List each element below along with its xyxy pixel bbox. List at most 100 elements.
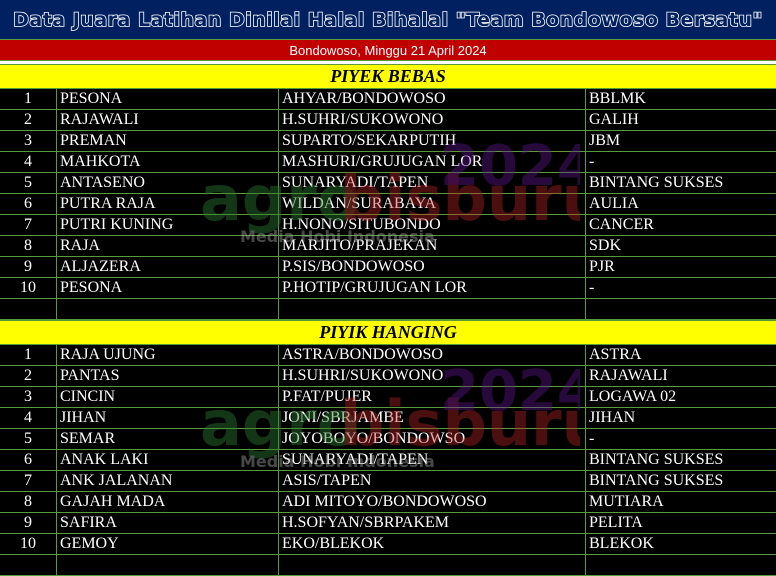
rank-cell: 9: [0, 257, 57, 277]
rank-cell: 4: [0, 152, 57, 172]
empty-cell: [279, 299, 586, 319]
owner-cell: H.NONO/SITUBONDO: [279, 215, 586, 235]
empty-cell: [57, 299, 279, 319]
rank-cell: 1: [0, 345, 57, 365]
table-row: 3 CINCIN P.FAT/PUJER LOGAWA 02: [0, 387, 776, 408]
team-cell: PELITA: [589, 514, 643, 531]
team-cell: BBLMK: [589, 90, 646, 107]
rank-cell: 6: [0, 194, 57, 214]
rank-cell: 10: [0, 278, 57, 298]
rank-cell: 5: [0, 429, 57, 449]
rank-cell: 5: [0, 173, 57, 193]
rank-cell: 8: [0, 236, 57, 256]
team-cell: -: [589, 153, 595, 170]
owner-cell: SUPARTO/SEKARPUTIH: [279, 131, 586, 151]
team-cell: JIHAN: [589, 409, 636, 426]
bird-name-cell: RAJAWALI: [57, 110, 279, 130]
table-row: 1 PESONA AHYAR/BONDOWOSO BBLMK: [0, 89, 776, 110]
team-cell: AULIA: [589, 195, 639, 212]
table-row: 6 ANAK LAKI SUNARYADI/TAPEN BINTANG SUKSES: [0, 450, 776, 471]
owner-cell: H.SUHRI/SUKOWONO: [279, 110, 586, 130]
rank-cell: 2: [0, 110, 57, 130]
owner-cell: SUNARYADI/TAPEN: [279, 450, 586, 470]
team-cell: -: [589, 430, 595, 447]
team-cell: ASTRA: [589, 346, 642, 363]
owner-cell: H.SUHRI/SUKOWONO: [279, 366, 586, 386]
table-row: 10 PESONA P.HOTIP/GRUJUGAN LOR -: [0, 278, 776, 299]
table-row: 5 SEMAR JOYOBOYO/BONDOWSO -: [0, 429, 776, 450]
table-row: 6 PUTRA RAJA WILDAN/SURABAYA AULIA: [0, 194, 776, 215]
rank-cell: 7: [0, 215, 57, 235]
rank-cell: 9: [0, 513, 57, 533]
table-row: 9 ALJAZERA P.SIS/BONDOWOSO PJR: [0, 257, 776, 278]
bird-name-cell: JIHAN: [57, 408, 279, 428]
owner-cell: P.HOTIP/GRUJUGAN LOR: [279, 278, 586, 298]
empty-row: [0, 299, 776, 320]
owner-cell: P.SIS/BONDOWOSO: [279, 257, 586, 277]
results-tables: PIYEK BEBAS 1 PESONA AHYAR/BONDOWOSO BBLMK 2 R…: [0, 64, 776, 576]
table-row: 8 GAJAH MADA ADI MITOYO/BONDOWOSO MUTIARA: [0, 492, 776, 513]
bird-name-cell: MAHKOTA: [57, 152, 279, 172]
table-row: 2 PANTAS H.SUHRI/SUKOWONO RAJAWALI: [0, 366, 776, 387]
rank-cell: 7: [0, 471, 57, 491]
bird-name-cell: RAJA UJUNG: [57, 345, 279, 365]
rank-cell: 1: [0, 89, 57, 109]
bird-name-cell: PESONA: [57, 89, 279, 109]
bird-name-cell: ANTASENO: [57, 173, 279, 193]
team-cell: MUTIARA: [589, 493, 664, 510]
team-cell: BINTANG SUKSES: [589, 472, 724, 489]
rank-cell: 4: [0, 408, 57, 428]
bird-name-cell: PREMAN: [57, 131, 279, 151]
section-header: PIYIK HANGING: [0, 320, 776, 345]
rank-cell: 3: [0, 131, 57, 151]
team-cell: BINTANG SUKSES: [589, 174, 724, 191]
empty-cell: [57, 555, 279, 575]
team-cell: PJR: [589, 258, 615, 275]
rank-cell: 8: [0, 492, 57, 512]
rank-cell: 10: [0, 534, 57, 554]
team-cell: JBM: [589, 132, 621, 149]
owner-cell: EKO/BLEKOK: [279, 534, 586, 554]
team-cell: GALIH: [589, 111, 639, 128]
table-row: 1 RAJA UJUNG ASTRA/BONDOWOSO ASTRA: [0, 345, 776, 366]
owner-cell: WILDAN/SURABAYA: [279, 194, 586, 214]
table-row: 8 RAJA MARJITO/PRAJEKAN SDK: [0, 236, 776, 257]
empty-cell: [279, 555, 586, 575]
empty-row: [0, 555, 776, 576]
table-row: 4 MAHKOTA MASHURI/GRUJUGAN LOR -: [0, 152, 776, 173]
owner-cell: P.FAT/PUJER: [279, 387, 586, 407]
bird-name-cell: RAJA: [57, 236, 279, 256]
bird-name-cell: PESONA: [57, 278, 279, 298]
bird-name-cell: ALJAZERA: [57, 257, 279, 277]
rank-cell: 6: [0, 450, 57, 470]
owner-cell: ASIS/TAPEN: [279, 471, 586, 491]
owner-cell: JOYOBOYO/BONDOWSO: [279, 429, 586, 449]
bird-name-cell: ANAK LAKI: [57, 450, 279, 470]
table-row: 7 PUTRI KUNING H.NONO/SITUBONDO CANCER: [0, 215, 776, 236]
bird-name-cell: SAFIRA: [57, 513, 279, 533]
owner-cell: ASTRA/BONDOWOSO: [279, 345, 586, 365]
spacer-row: [0, 61, 776, 64]
team-cell: RAJAWALI: [589, 367, 668, 384]
owner-cell: MARJITO/PRAJEKAN: [279, 236, 586, 256]
rank-cell: 2: [0, 366, 57, 386]
table-row: 2 RAJAWALI H.SUHRI/SUKOWONO GALIH: [0, 110, 776, 131]
section-header: PIYEK BEBAS: [0, 64, 776, 89]
table-row: 3 PREMAN SUPARTO/SEKARPUTIH JBM: [0, 131, 776, 152]
owner-cell: JONI/SBRJAMBE: [279, 408, 586, 428]
document-title: Data Juara Latihan Dinilai Halal Bihalal…: [0, 0, 776, 40]
table-row: 4 JIHAN JONI/SBRJAMBE JIHAN: [0, 408, 776, 429]
owner-cell: SUNARYADI/TAPEN: [279, 173, 586, 193]
bird-name-cell: PUTRI KUNING: [57, 215, 279, 235]
table-row: 5 ANTASENO SUNARYADI/TAPEN BINTANG SUKSES: [0, 173, 776, 194]
table-row: 10 GEMOY EKO/BLEKOK BLEKOK: [0, 534, 776, 555]
owner-cell: ADI MITOYO/BONDOWOSO: [279, 492, 586, 512]
empty-cell: [586, 299, 776, 319]
team-cell: -: [589, 279, 595, 296]
empty-cell: [0, 299, 57, 319]
document-subtitle: Bondowoso, Minggu 21 April 2024: [0, 40, 776, 61]
bird-name-cell: PUTRA RAJA: [57, 194, 279, 214]
bird-name-cell: PANTAS: [57, 366, 279, 386]
owner-cell: AHYAR/BONDOWOSO: [279, 89, 586, 109]
team-cell: LOGAWA 02: [589, 388, 677, 405]
